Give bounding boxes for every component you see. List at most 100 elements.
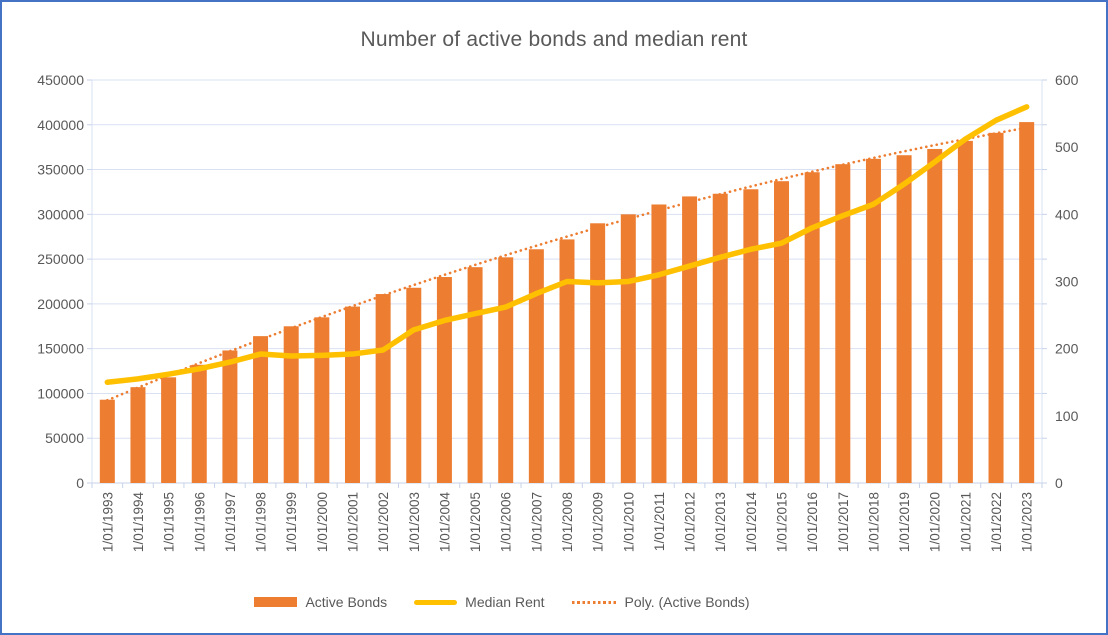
left-axis-tick-label: 100000 [37, 385, 84, 401]
x-axis-tick-label: 1/01/2019 [897, 492, 912, 552]
right-axis-tick-label: 300 [1055, 274, 1079, 290]
plot-area: 0 50000 100000 150000 200000 250000 300000 3500… [37, 72, 1079, 553]
bar-1/01/1995 [161, 377, 177, 483]
bar-1/01/2000 [314, 317, 330, 483]
legend-label-poly: Poly. (Active Bonds) [624, 594, 750, 610]
x-axis-tick-label: 1/01/2007 [529, 492, 544, 552]
bar-1/01/2013 [712, 193, 728, 484]
x-axis-tick-label: 1/01/2011 [652, 492, 667, 551]
bar-1/01/2010 [620, 214, 636, 484]
x-axis-tick-label: 1/01/2000 [315, 492, 330, 552]
dotted-line-swatch-icon [571, 600, 617, 604]
x-axis-tick-label: 1/01/2022 [989, 492, 1004, 552]
left-axis-tick-label: 350000 [37, 162, 84, 178]
left-axis-tick-label: 450000 [37, 72, 84, 88]
x-axis-tick-label: 1/01/2017 [836, 492, 851, 552]
right-axis-labels: 0 100 200 300 400 500 600 [1055, 72, 1079, 491]
right-axis-tick-label: 400 [1055, 206, 1079, 222]
x-axis-tick-label: 1/01/2009 [591, 492, 606, 552]
bar-1/01/2019 [896, 155, 912, 483]
x-axis-tick-label: 1/01/2021 [958, 492, 973, 552]
right-axis-tick-label: 600 [1055, 72, 1079, 88]
bar-1/01/1996 [191, 364, 207, 483]
bar-1/01/2006 [498, 257, 514, 483]
legend-label-median-rent: Median Rent [465, 594, 545, 610]
bar-1/01/2020 [927, 148, 943, 484]
bar-1/01/2017 [835, 164, 851, 483]
bar-1/01/2021 [957, 140, 973, 484]
left-axis-tick-label: 400000 [37, 117, 84, 133]
x-axis-tick-label: 1/01/2014 [744, 492, 759, 553]
x-axis-labels: 1/01/1993 1/01/1994 1/01/1995 1/01/1996 1/01… [100, 492, 1034, 553]
bar-1/01/2008 [559, 239, 575, 483]
x-axis-tick-label: 1/01/2001 [345, 492, 360, 552]
line-group [104, 104, 1030, 385]
x-axis-tick-label: 1/01/2004 [437, 492, 452, 553]
left-axis-tick-label: 300000 [37, 206, 84, 222]
chart-title: Number of active bonds and median rent [360, 28, 748, 51]
bar-1/01/2004 [436, 277, 452, 483]
x-axis-tick-label: 1/01/1995 [162, 492, 177, 552]
x-axis-tick-label: 1/01/2002 [376, 492, 391, 552]
legend-item-median-rent: Median Rent [414, 594, 545, 610]
x-axis-tick-label: 1/01/1993 [100, 492, 115, 552]
bar-1/01/2001 [344, 306, 360, 483]
x-axis-tick-label: 1/01/1994 [131, 492, 146, 553]
right-axis-tick-label: 200 [1055, 341, 1079, 357]
bar-1/01/2023 [1019, 122, 1035, 483]
bar-1/01/2011 [651, 204, 667, 483]
x-axis-tick-label: 1/01/2003 [407, 492, 422, 552]
bar-1/01/1993 [99, 399, 115, 483]
bar-1/01/1998 [253, 336, 269, 483]
x-axis-tick-label: 1/01/1996 [192, 492, 207, 552]
x-axis-tick-label: 1/01/2008 [560, 492, 575, 552]
left-axis-tick-label: 200000 [37, 296, 84, 312]
left-axis-tick-label: 150000 [37, 341, 84, 357]
legend-label-active-bonds: Active Bonds [305, 594, 388, 610]
x-axis-tick-label: 1/01/2013 [713, 492, 728, 552]
bar-1/01/2014 [743, 189, 759, 483]
left-axis-tick-label: 0 [76, 475, 84, 491]
x-axis-tick-label: 1/01/2018 [866, 492, 881, 552]
bar-1/01/2005 [467, 267, 483, 483]
bar-1/01/2022 [988, 132, 1004, 484]
bars-active-bonds [99, 122, 1035, 484]
x-axis-tick-label: 1/01/2012 [683, 492, 698, 552]
bar-1/01/2007 [528, 249, 544, 483]
x-axis-tick-label: 1/01/2015 [775, 492, 790, 552]
x-axis-tick-label: 1/01/2010 [621, 492, 636, 552]
bar-swatch-icon [254, 597, 298, 607]
left-axis-labels: 0 50000 100000 150000 200000 250000 300000 3500… [37, 72, 84, 491]
left-axis-tick-label: 250000 [37, 251, 84, 267]
chart-legend: Active Bonds Median Rent Poly. (Active B… [2, 594, 1054, 610]
left-axis-tick-label: 50000 [45, 430, 84, 446]
bar-1/01/2012 [682, 196, 698, 483]
bar-1/01/2003 [406, 287, 422, 483]
bar-1/01/1997 [222, 350, 238, 483]
right-axis-tick-label: 100 [1055, 408, 1079, 424]
x-axis-tick-label: 1/01/2023 [1020, 492, 1035, 552]
bar-1/01/2018 [865, 158, 881, 483]
x-axis-tick-label: 1/01/1999 [284, 492, 299, 552]
bar-1/01/2016 [804, 172, 820, 483]
x-axis-tick-label: 1/01/2006 [499, 492, 514, 552]
legend-item-active-bonds: Active Bonds [254, 594, 387, 610]
bar-1/01/1999 [283, 326, 299, 483]
x-axis-tick-label: 1/01/2005 [468, 492, 483, 552]
bar-1/01/2015 [774, 181, 790, 483]
right-axis-tick-label: 500 [1055, 139, 1079, 155]
bar-1/01/2002 [375, 294, 391, 483]
trendline-group [106, 126, 1028, 402]
x-axis-tick-label: 1/01/1997 [223, 492, 238, 552]
poly-trendline [106, 126, 1028, 402]
x-axis-tick-label: 1/01/2020 [928, 492, 943, 552]
x-axis-tick-label: 1/01/2016 [805, 492, 820, 552]
median-rent-line [104, 104, 1030, 385]
line-swatch-icon [414, 599, 458, 605]
x-axis-tick-label: 1/01/1998 [254, 492, 269, 552]
right-axis-tick-label: 0 [1055, 475, 1063, 491]
bar-1/01/2009 [590, 223, 606, 484]
legend-item-poly-trendline: Poly. (Active Bonds) [571, 594, 750, 610]
bar-1/01/1994 [130, 387, 146, 483]
